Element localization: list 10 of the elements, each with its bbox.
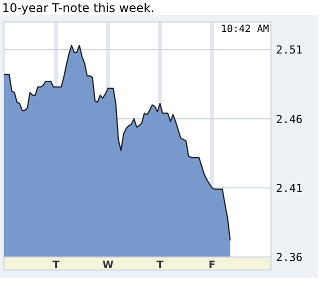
x-tick-label: T [52,260,60,271]
y-tick-label: 2.36 [276,251,302,264]
x-tick-label: W [102,260,114,271]
y-tick-label: 2.46 [276,112,302,126]
annotation: 10:42 AM [220,24,269,35]
y-tick-label: 2.51 [276,44,302,57]
x-tick-label: F [208,260,216,271]
y-tick-label: 2.41 [276,182,302,195]
chart-title: 10-year T-note this week. [2,1,154,15]
x-tick-label: T [156,260,164,271]
